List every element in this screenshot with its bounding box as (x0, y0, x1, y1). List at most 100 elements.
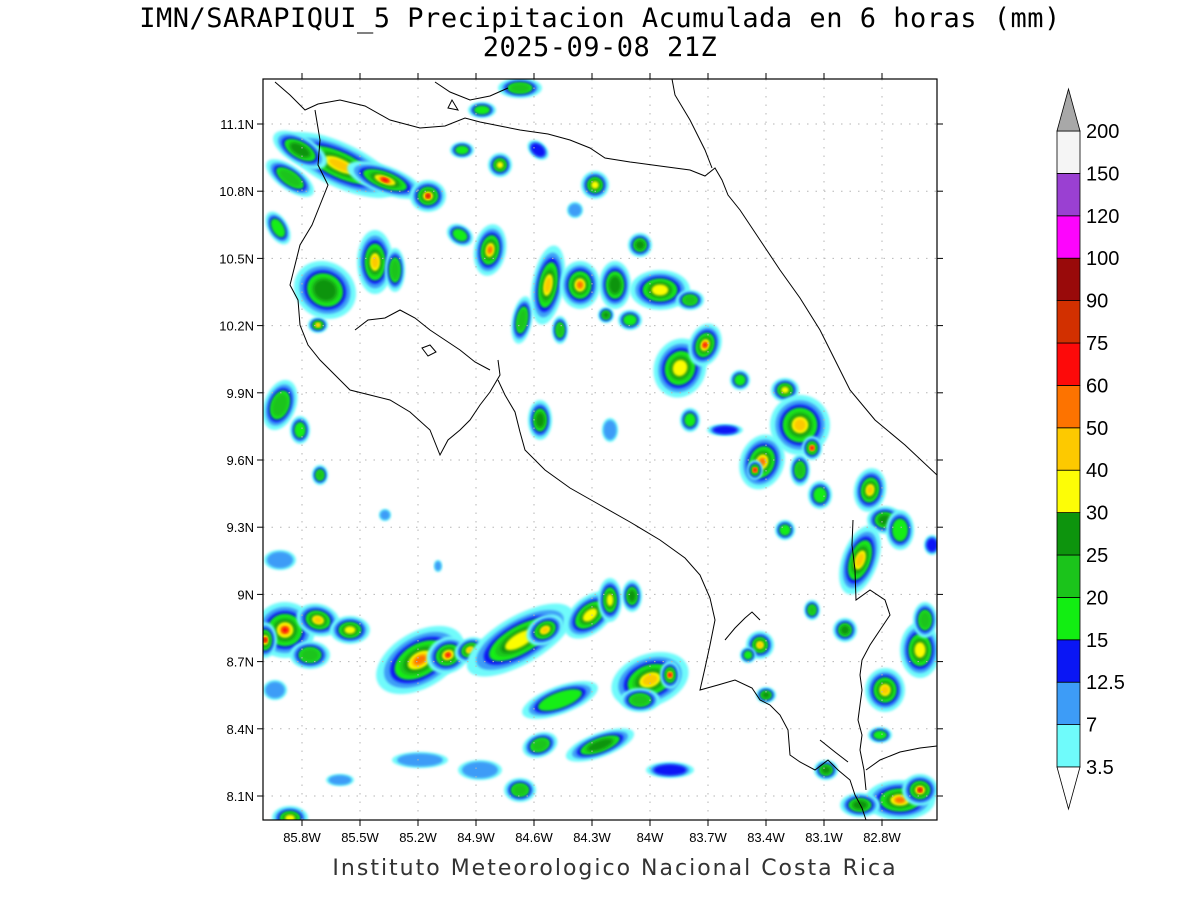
precip-cell (264, 550, 296, 570)
precip-cell (646, 762, 694, 778)
precip-cell (839, 525, 881, 595)
lon-tick-label: 83.1W (805, 830, 843, 845)
colorbar-label: 7 (1086, 715, 1097, 737)
colorbar-label: 25 (1086, 545, 1108, 567)
precip-cell (326, 774, 354, 786)
precip-cell (680, 408, 700, 432)
precip-cell (814, 760, 838, 780)
colorbar-label: 30 (1086, 503, 1108, 525)
lat-tick-label: 9.3N (227, 520, 254, 535)
precip-cell (263, 680, 287, 700)
colorbar-label: 120 (1086, 206, 1119, 228)
precip-cell (530, 245, 566, 325)
lat-tick-label: 8.1N (227, 789, 254, 804)
precip-cell (620, 688, 660, 712)
precip-cell (273, 130, 327, 170)
precip-cell (527, 140, 549, 160)
precip-cell (458, 760, 502, 780)
lon-tick-label: 84W (637, 830, 664, 845)
footer-credit: Instituto Meteorologico Nacional Costa R… (332, 856, 898, 881)
precip-cell (804, 600, 820, 620)
colorbar-label: 150 (1086, 163, 1119, 185)
precip-cell (688, 323, 722, 367)
precip-cell (526, 614, 564, 646)
precip-cell (488, 153, 512, 177)
precip-cell (379, 509, 391, 521)
precip-cell (775, 520, 795, 540)
precip-cell (581, 171, 609, 199)
lat-tick-label: 9.9N (227, 386, 254, 401)
colorbar-box (1056, 681, 1081, 726)
colorbar-label: 20 (1086, 587, 1108, 609)
precip-cell (808, 481, 832, 509)
colorbar-box (1056, 597, 1081, 641)
colorbar-label: 90 (1086, 291, 1108, 313)
colorbar-label: 75 (1086, 333, 1108, 355)
precip-cell (676, 290, 704, 310)
precip-cell (886, 510, 914, 550)
precip-cell (565, 728, 635, 762)
precip-cell (330, 616, 370, 644)
precip-cell (272, 806, 308, 820)
precip-cell (913, 602, 937, 638)
colorbar-box (1056, 554, 1081, 598)
colorbar-label: 40 (1086, 460, 1108, 482)
map-gridlines (263, 79, 937, 820)
precip-cell (730, 370, 750, 390)
precip-cell (265, 211, 291, 245)
precip-cell (618, 310, 642, 330)
lat-tick-label: 10.8N (219, 184, 254, 199)
precip-cell (308, 317, 328, 333)
colorbar-label: 50 (1086, 418, 1108, 440)
colorbar-box (1056, 172, 1081, 217)
precip-cell (598, 307, 614, 323)
colorbar-box (1056, 469, 1081, 514)
precip-cell (900, 622, 937, 678)
colorbar-box (1056, 384, 1081, 429)
colorbar-box (1056, 342, 1081, 386)
precip-cell (771, 378, 799, 402)
colorbar-label: 3.5 (1086, 757, 1114, 779)
colorbar-label: 60 (1086, 375, 1108, 397)
precip-cell (266, 159, 314, 197)
lat-tick-label: 8.7N (227, 655, 254, 670)
precip-cell (552, 316, 568, 344)
precip-cell (865, 668, 905, 712)
lon-tick-label: 84.6W (515, 830, 553, 845)
map-frame (262, 78, 938, 821)
colorbar-box (1056, 257, 1081, 302)
precip-cell (599, 261, 631, 309)
lat-tick-label: 10.2N (219, 319, 254, 334)
colorbar-box (1056, 427, 1081, 471)
colorbar-legend: 3.5 7 12.5 15 20 25 30 40 50 60 75 90 100 120 150 200 (1056, 87, 1125, 811)
lon-tick-label: 83.4W (747, 830, 785, 845)
chart-title: IMN/SARAPIQUI_5 Precipitacion Acumulada … (139, 3, 1061, 34)
colorbar-label: 100 (1086, 248, 1119, 270)
precip-cell (312, 465, 328, 485)
precip-cell (602, 418, 618, 442)
chart-subtitle: 2025-09-08 21Z (482, 32, 718, 63)
precip-cell (347, 161, 423, 199)
precip-cell (902, 774, 937, 806)
lon-tick-label: 85.8W (283, 830, 321, 845)
precip-cell (468, 102, 496, 118)
colorbar-box (1056, 724, 1081, 768)
precip-cell (628, 233, 652, 257)
precip-cell (446, 223, 474, 247)
precip-cell (740, 647, 756, 663)
colorbar-label: 15 (1086, 630, 1108, 652)
colorbar-label: 12.5 (1086, 672, 1125, 694)
colorbar-box (1056, 512, 1081, 556)
precip-cell (293, 260, 357, 320)
coastline-outline (274, 79, 937, 820)
precip-cell (853, 468, 887, 512)
lon-tick-label: 84.3W (573, 830, 611, 845)
lat-tick-label: 9N (237, 587, 254, 602)
precip-cell (756, 687, 776, 703)
precip-cell (522, 732, 558, 758)
precip-cell (296, 603, 340, 637)
lon-tick-label: 83.7W (689, 830, 727, 845)
colorbar-box (1056, 215, 1081, 259)
precip-cell (560, 261, 600, 309)
colorbar-top-triangle (1056, 87, 1081, 132)
